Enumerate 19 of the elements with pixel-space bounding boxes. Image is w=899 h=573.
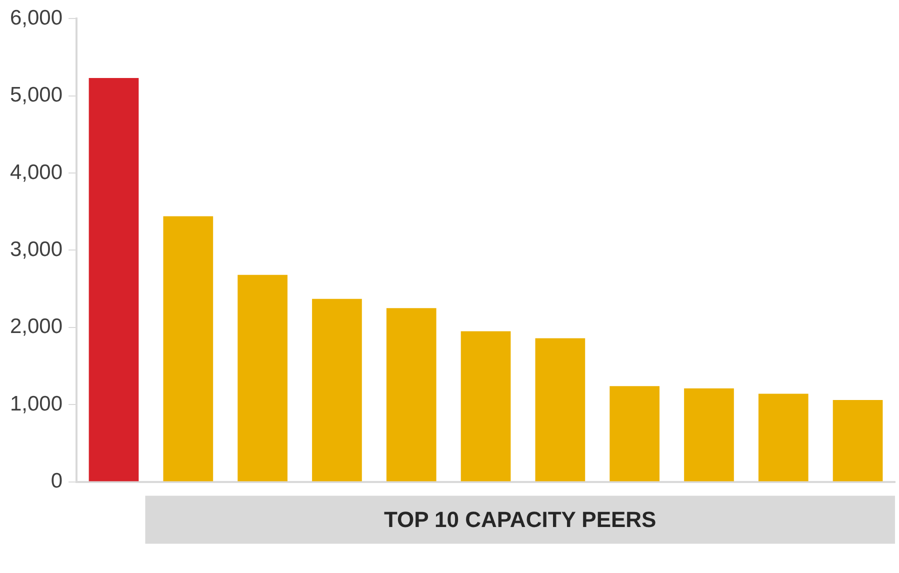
bar	[88, 78, 139, 482]
bar	[535, 338, 586, 482]
bar	[238, 274, 288, 482]
bar	[386, 308, 436, 482]
y-tick-label: 6,000	[10, 6, 63, 30]
bar	[758, 394, 808, 482]
bar	[610, 386, 660, 482]
bar	[832, 400, 883, 482]
bar	[163, 216, 214, 482]
bar	[684, 388, 734, 482]
x-axis-title: TOP 10 CAPACITY PEERS	[384, 506, 656, 532]
y-tick-label: 1,000	[10, 392, 63, 416]
bar	[312, 298, 362, 482]
y-tick-label: 3,000	[10, 238, 63, 261]
y-tick-label: 0	[50, 470, 63, 493]
y-tick-label: 4,000	[10, 160, 63, 184]
y-tick-label: 2,000	[10, 315, 63, 338]
bar	[460, 331, 511, 482]
y-tick-label: 5,000	[10, 84, 63, 107]
